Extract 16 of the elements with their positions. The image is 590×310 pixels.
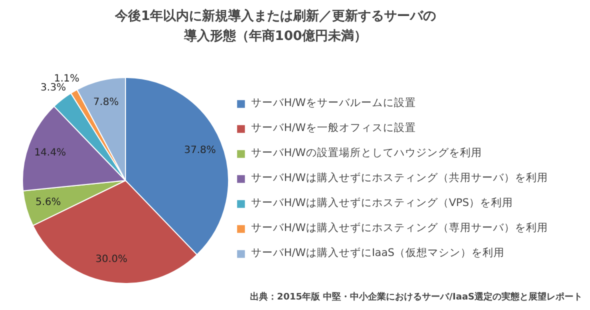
data-label: 14.4% bbox=[34, 147, 66, 158]
data-label: 7.8% bbox=[93, 97, 119, 108]
data-label: 37.8% bbox=[184, 144, 216, 156]
data-label: 1.1% bbox=[54, 73, 80, 84]
legend-label: サーバH/Wを一般オフィスに設置 bbox=[251, 121, 416, 135]
source-note: 出典：2015年版 中堅・中小企業におけるサーバ/IaaS選定の実態と展望レポート bbox=[250, 292, 583, 302]
data-label: 30.0% bbox=[96, 254, 128, 266]
legend-label: サーバH/Wは購入せずにホスティング（VPS）を利用 bbox=[251, 196, 513, 210]
legend-label: サーバH/Wは購入せずにIaaS（仮想マシン）を利用 bbox=[251, 246, 504, 260]
legend-label: サーバH/Wは購入せずにホスティング（共用サーバ）を利用 bbox=[251, 171, 548, 185]
data-label: 5.6% bbox=[36, 196, 61, 208]
chart-title: 今後1年以内に新規導入または刷新／更新するサーバの導入形態（年商100億円未満） bbox=[114, 8, 436, 44]
legend-label: サーバH/Wをサーバルームに設置 bbox=[251, 96, 416, 110]
legend-label: サーバH/Wは購入せずにホスティング（専用サーバ）を利用 bbox=[251, 221, 548, 235]
legend-label: サーバH/Wの設置場所としてハウジングを利用 bbox=[251, 146, 482, 160]
data-label: 3.3% bbox=[40, 82, 66, 94]
